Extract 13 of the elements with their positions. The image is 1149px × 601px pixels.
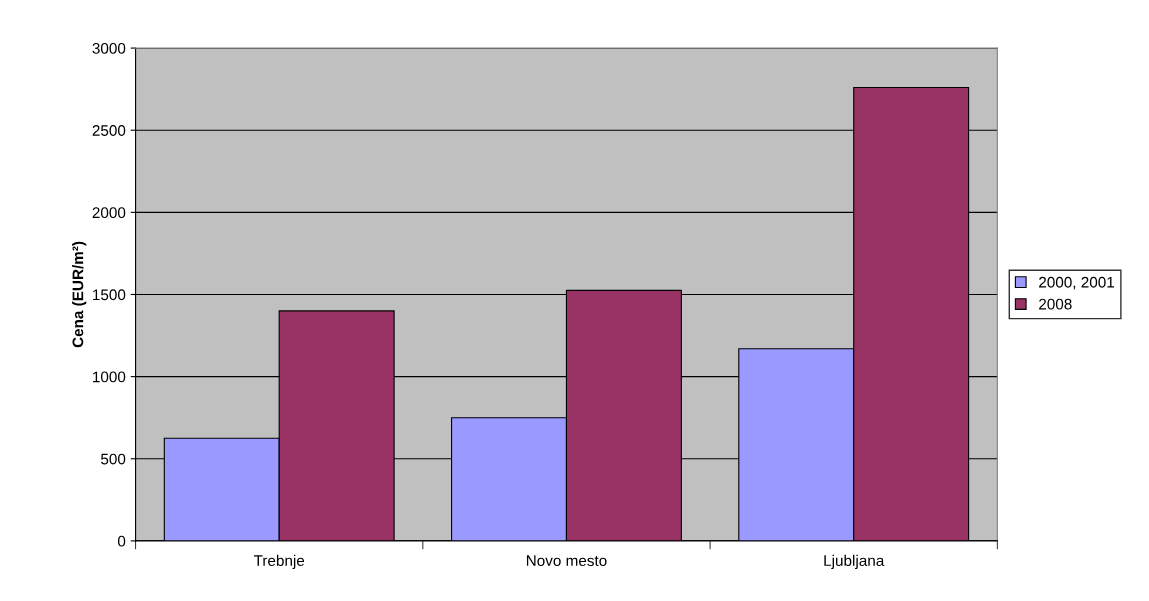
- y-tick-label: 2000: [92, 207, 126, 219]
- y-tick-label: 500: [100, 453, 126, 465]
- y-tick-label: 1000: [93, 371, 126, 383]
- legend-label: 2000, 2001: [1039, 276, 1115, 290]
- y-tick-label: 3000: [92, 42, 126, 54]
- y-tick-label: 1500: [93, 289, 126, 301]
- x-tick-label: Novo mesto: [526, 555, 607, 567]
- x-tick-label: Ljubljana: [824, 554, 885, 570]
- y-tick-label: 0: [117, 535, 126, 547]
- legend-label: 2008: [1039, 298, 1072, 310]
- y-tick-label: 2500: [92, 125, 126, 136]
- x-tick-label: Trebnje: [253, 554, 305, 570]
- y-axis-title: Cena (EUR/m²): [72, 241, 87, 348]
